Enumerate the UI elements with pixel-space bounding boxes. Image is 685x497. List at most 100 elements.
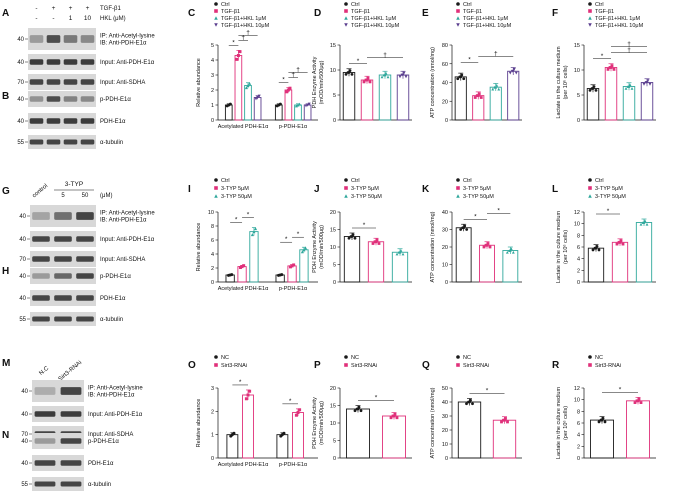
panel-letter-f: F (552, 8, 558, 19)
legend-marker (214, 16, 218, 20)
x-category-label: Acetylated PDH-E1α (218, 124, 269, 130)
blot-band (46, 59, 61, 65)
bar (457, 401, 482, 459)
data-point (504, 417, 507, 420)
significance-mark: † (494, 51, 498, 58)
blot-strip: 40 PDH-E1α (21, 455, 114, 471)
blot-band (54, 212, 72, 220)
blot-strip: 40 PDH-E1α (17, 113, 126, 129)
data-point (302, 248, 306, 252)
y-tick-label: 80 (442, 43, 448, 49)
molecular-weight: 40 (21, 389, 28, 395)
legend-label: 3-TYP 5μM (351, 186, 379, 192)
blot-band (63, 139, 78, 145)
bar (586, 88, 600, 121)
molecular-weight: 40 (17, 119, 24, 125)
data-point (491, 87, 495, 91)
y-axis-label: PDH Enzyme Activity (312, 397, 318, 449)
blot-strip: 70 Input: Anti-SDHA (17, 74, 145, 90)
y-tick-label: 0 (333, 118, 336, 124)
bar (640, 82, 654, 121)
bar (253, 97, 262, 121)
data-point (402, 71, 406, 75)
legend-label: TGF-β1+HKL 10μM (351, 23, 400, 29)
data-point (606, 67, 610, 71)
y-tick-label: 0 (445, 456, 448, 462)
y-tick-label: 4 (577, 433, 580, 439)
blot-label: IP: Anti-Acetyl-lysine (88, 386, 143, 392)
y-tick-label: 10 (574, 222, 580, 228)
data-point (347, 236, 351, 240)
data-point (597, 420, 601, 424)
y-tick-label: 2 (211, 266, 214, 272)
y-tick-label: 12 (574, 210, 580, 216)
y-axis-label-units: (per 10⁶ cells) (562, 230, 569, 264)
blot-band (60, 481, 82, 487)
y-tick-label: 4 (211, 252, 214, 258)
data-point (456, 77, 460, 81)
data-point (359, 409, 363, 413)
blot-label: Input: Anti-PDH-E1α (88, 412, 143, 418)
data-point (294, 413, 298, 417)
data-point (488, 245, 492, 249)
data-point (648, 82, 652, 86)
data-point (624, 86, 628, 90)
blot-label: p-PDH-E1α (100, 274, 131, 280)
data-point (244, 86, 248, 90)
legend-marker (588, 194, 592, 198)
legend-marker (588, 2, 592, 6)
y-tick-label: 0 (577, 118, 580, 124)
blot-band (29, 59, 44, 65)
y-axis-label: Relative abundance (196, 399, 202, 448)
blot-strip: 55 α-tubulin (21, 477, 111, 491)
treatment-value: 10 (84, 15, 92, 22)
treatment-label: TGF-β1 (100, 6, 121, 12)
blot-band (60, 438, 82, 444)
y-tick-label: 10 (330, 421, 336, 427)
data-point (298, 102, 302, 106)
treatment-label: HKL (μM) (100, 16, 126, 22)
x-category-label: p-PDH-E1α (279, 124, 308, 130)
significance-mark: * (497, 207, 500, 214)
significance-mark: * (601, 53, 604, 60)
bar (502, 250, 519, 283)
legend-label: TGF-β1+HKL 1μM (463, 16, 509, 22)
data-point (304, 246, 308, 250)
blot-band (80, 139, 95, 145)
blot-strip: 40 Input: Anti-PDH-E1α (17, 54, 155, 70)
data-point (637, 397, 641, 401)
y-tick-label: 2 (211, 409, 214, 415)
blot-background (32, 406, 84, 422)
legend-marker (456, 2, 460, 6)
blot-band (46, 118, 61, 124)
legend-label: Ctrl (595, 2, 604, 8)
legend: Ctrl 3-TYP 5μM 3-TYP 50μM (456, 178, 494, 200)
panel-letter-r: R (552, 360, 560, 371)
blot-band (46, 79, 61, 85)
legend-label: 3-TYP 5μM (463, 186, 491, 192)
y-tick-label: 5 (211, 43, 214, 49)
y-tick-label: 20 (442, 245, 448, 251)
y-tick-label: 3 (211, 386, 214, 392)
y-tick-label: 10 (574, 68, 580, 74)
molecular-weight: 70 (17, 80, 24, 86)
data-point (246, 393, 250, 397)
data-point (344, 72, 348, 76)
data-point (476, 94, 480, 98)
molecular-weight: 70 (21, 432, 28, 438)
data-point (248, 389, 252, 393)
y-tick-label: 1 (211, 433, 214, 439)
legend-marker (344, 16, 348, 20)
blot-band (80, 96, 95, 102)
significance-mark: * (375, 395, 378, 402)
data-point (401, 252, 405, 256)
blot-band (76, 256, 94, 262)
bar (604, 67, 618, 121)
legend-label: 3-TYP 50μM (351, 194, 382, 200)
y-tick-label: 40 (442, 400, 448, 406)
data-point (306, 103, 310, 107)
legend-label: Sirt3-RNAi (221, 363, 247, 369)
data-point (398, 250, 402, 254)
